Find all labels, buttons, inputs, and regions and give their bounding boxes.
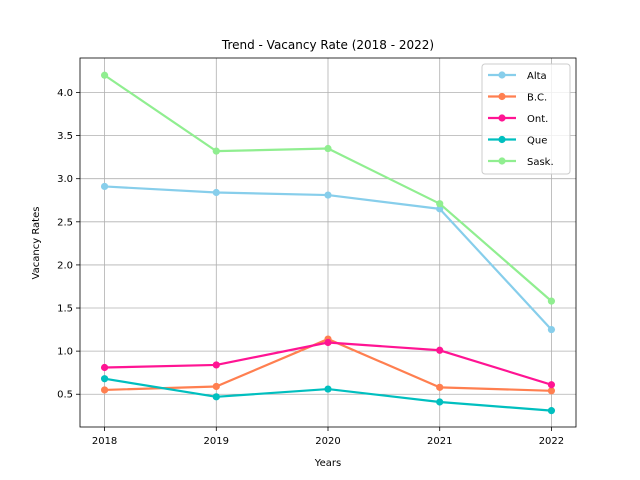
legend-swatch-marker — [498, 157, 506, 165]
data-point — [436, 383, 444, 391]
x-tick-label: 2020 — [315, 436, 340, 447]
data-point — [212, 188, 220, 197]
legend-item: Ont. — [488, 114, 548, 125]
data-point — [212, 393, 220, 401]
x-tick-label: 2022 — [539, 436, 564, 447]
legend-swatch-marker — [498, 114, 506, 122]
series-lines — [100, 71, 556, 415]
data-point — [547, 407, 556, 415]
legend-swatch-marker — [498, 71, 506, 79]
data-point — [547, 325, 556, 334]
legend-item: B.C. — [488, 93, 547, 104]
legend: Alta B.C. Ont. Que Sask. — [481, 63, 571, 175]
y-tick-label: 1.5 — [57, 304, 73, 315]
legend-item: Que — [488, 136, 547, 147]
series-ont — [100, 338, 556, 389]
data-point — [547, 387, 556, 395]
legend-swatch-marker — [498, 92, 506, 101]
data-point — [547, 297, 556, 305]
legend-item: Sask. — [488, 157, 554, 168]
data-point — [324, 191, 332, 199]
data-point — [436, 200, 444, 208]
data-point — [212, 382, 220, 391]
data-point — [436, 205, 444, 213]
legend-swatch-marker — [498, 135, 506, 144]
data-point — [436, 346, 444, 354]
y-tick-label: 2.0 — [57, 260, 73, 271]
data-point — [100, 363, 109, 372]
series-sask — [100, 71, 556, 305]
y-tick-label: 4.0 — [57, 88, 73, 99]
series-que — [100, 375, 556, 415]
data-point — [324, 144, 332, 153]
axis-ticks: 2018 2019 2020 2021 2022 0.5 1.0 1.5 2.0 2.5 3.0 3.… — [57, 88, 564, 447]
data-point — [212, 361, 220, 369]
legend-label: B.C. — [527, 93, 547, 104]
y-axis-label: Vacancy Rates — [31, 207, 42, 280]
data-point — [100, 182, 109, 191]
data-point — [100, 386, 109, 394]
data-point — [212, 147, 220, 155]
grid — [80, 58, 576, 427]
series-alta — [100, 182, 556, 334]
x-tick-label: 2018 — [92, 436, 117, 447]
legend-label: Que — [527, 136, 547, 147]
x-tick-label: 2019 — [204, 436, 229, 447]
data-point — [324, 385, 332, 393]
legend-label: Ont. — [527, 114, 548, 125]
y-tick-label: 0.5 — [57, 390, 73, 401]
chart-title: Trend - Vacancy Rate (2018 - 2022) — [221, 38, 434, 52]
y-tick-label: 1.0 — [57, 347, 73, 358]
plot-frame — [79, 57, 577, 428]
legend-label: Sask. — [527, 157, 554, 168]
data-point — [547, 381, 556, 389]
data-point — [100, 375, 109, 383]
legend-box — [481, 63, 571, 175]
x-tick-label: 2021 — [427, 436, 452, 447]
data-point — [100, 71, 109, 79]
data-point — [324, 338, 332, 347]
y-tick-label: 3.0 — [57, 174, 73, 185]
x-axis-label: Years — [314, 458, 341, 469]
legend-label: Alta — [527, 71, 547, 82]
y-tick-label: 2.5 — [57, 217, 73, 228]
y-tick-label: 3.5 — [57, 131, 73, 142]
data-point — [436, 398, 444, 406]
legend-item: Alta — [488, 71, 547, 82]
